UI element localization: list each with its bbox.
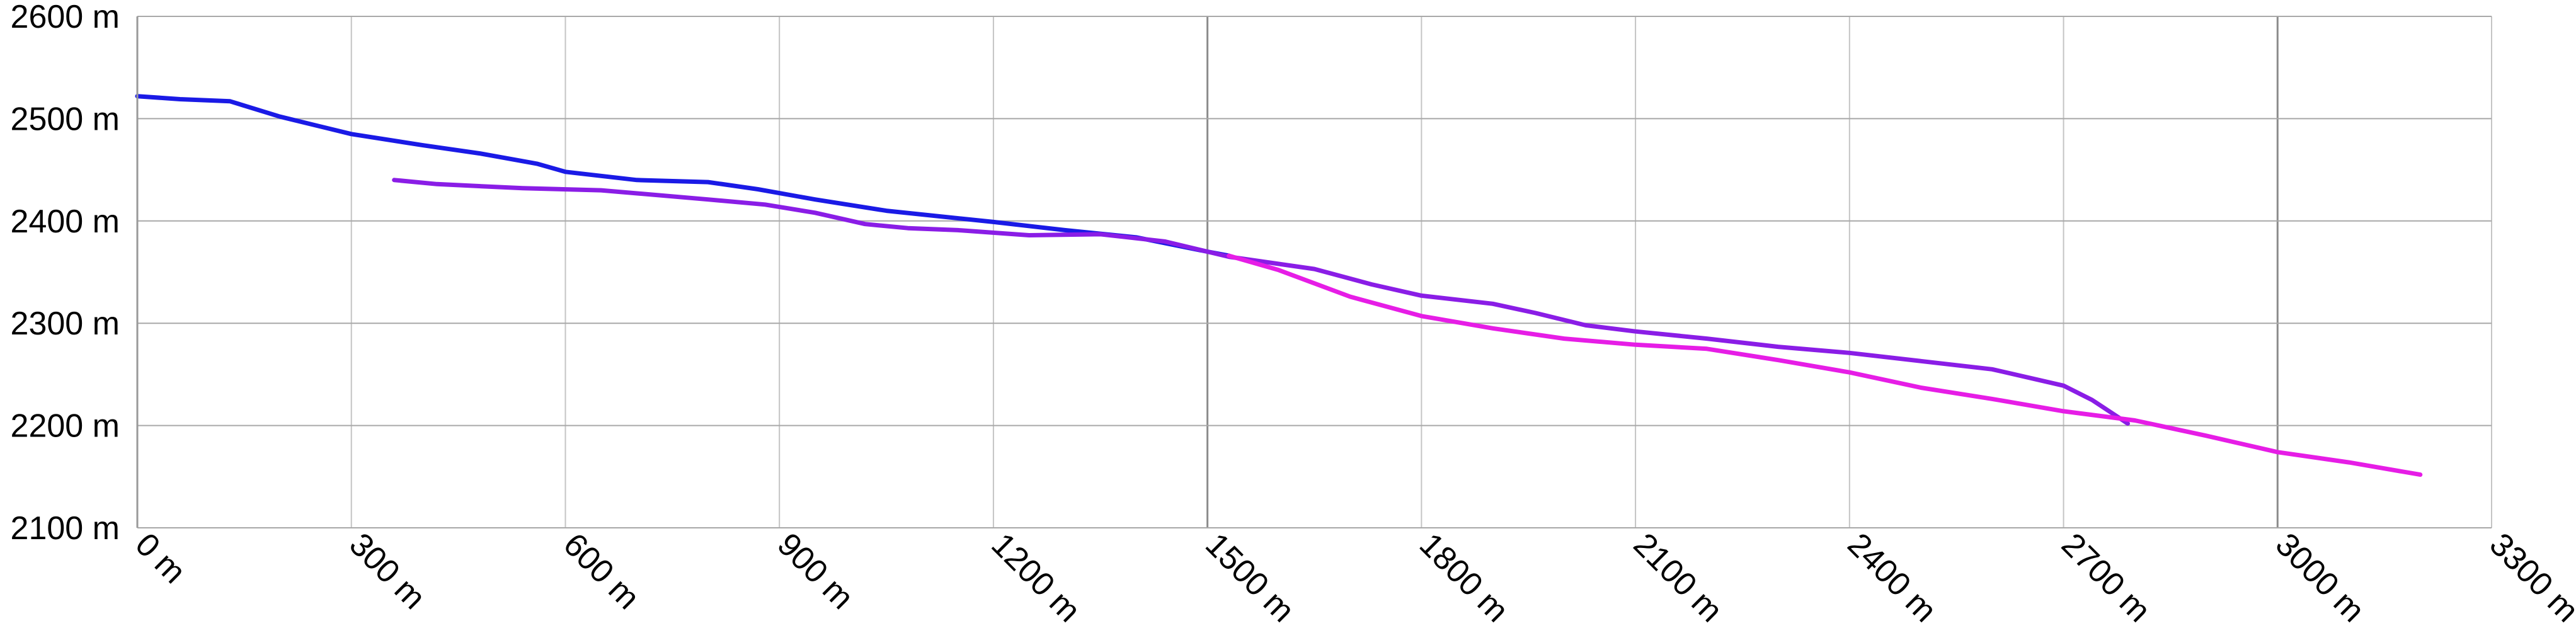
x-tick-label-1: 300 m xyxy=(342,526,432,616)
series-line-1 xyxy=(392,178,2130,426)
x-tick-label-4: 1200 m xyxy=(984,526,1087,629)
y-tick-label-1: 2200 m xyxy=(11,408,120,445)
grid-layer xyxy=(137,16,2492,528)
x-tick-label-5: 1500 m xyxy=(1198,526,1302,629)
x-tick-label-9: 2700 m xyxy=(2054,526,2158,629)
series-layer xyxy=(135,94,2423,477)
x-tick-label-11: 3300 m xyxy=(2483,526,2576,629)
x-tick-label-2: 600 m xyxy=(556,526,646,616)
x-tick-label-7: 2100 m xyxy=(1627,526,1730,629)
y-tick-label-0: 2100 m xyxy=(11,510,120,547)
series-line-0 xyxy=(135,94,1232,258)
axis-layer: 2100 m 2200 m 2300 m 2400 m 2500 m 2600 m 0 m 3… xyxy=(11,0,2576,629)
x-tick-label-3: 900 m xyxy=(770,526,861,616)
y-tick-label-2: 2300 m xyxy=(11,305,120,342)
x-tick-label-10: 3000 m xyxy=(2269,526,2372,629)
y-tick-label-3: 2400 m xyxy=(11,203,120,240)
y-tick-label-4: 2500 m xyxy=(11,101,120,137)
y-tick-label-5: 2600 m xyxy=(11,0,120,35)
series-line-2 xyxy=(1227,253,2423,477)
x-tick-label-8: 2400 m xyxy=(1840,526,1943,629)
x-tick-label-0: 0 m xyxy=(129,526,193,590)
x-tick-label-6: 1800 m xyxy=(1412,526,1516,629)
